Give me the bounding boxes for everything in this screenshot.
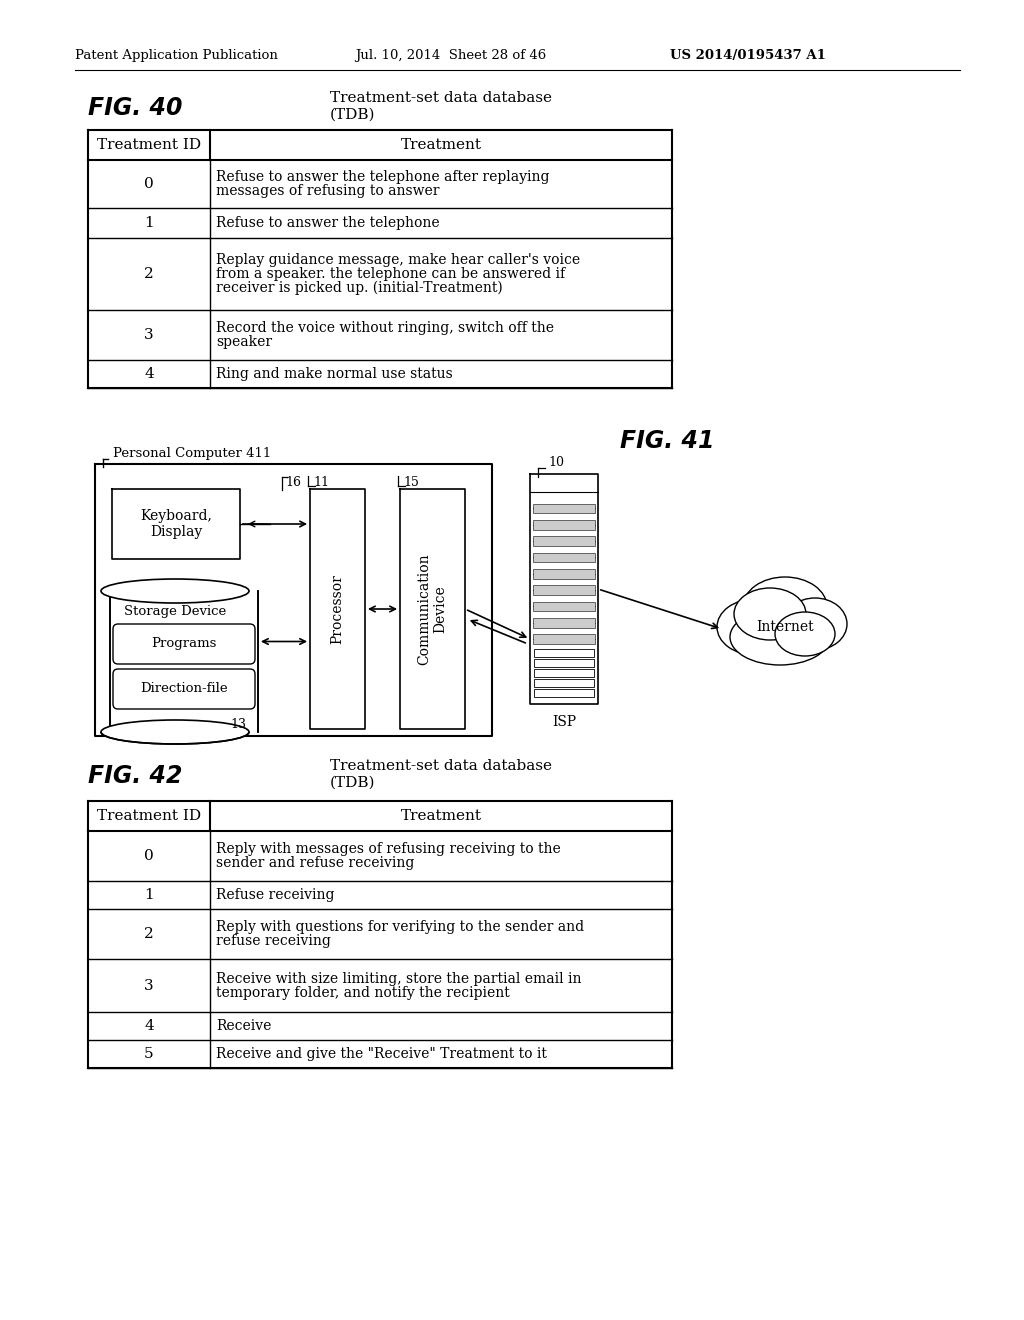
Text: Storage Device: Storage Device <box>124 605 226 618</box>
Ellipse shape <box>743 577 827 638</box>
Text: Treatment ID: Treatment ID <box>97 809 201 822</box>
Text: 0: 0 <box>144 177 154 191</box>
Text: Refuse to answer the telephone: Refuse to answer the telephone <box>216 216 439 230</box>
Text: 13: 13 <box>230 718 246 730</box>
Text: refuse receiving: refuse receiving <box>216 935 331 948</box>
Text: messages of refusing to answer: messages of refusing to answer <box>216 183 439 198</box>
Text: 4: 4 <box>144 1019 154 1034</box>
Bar <box>534 669 594 677</box>
Ellipse shape <box>717 599 793 655</box>
Text: Internet: Internet <box>756 620 814 634</box>
Text: Treatment: Treatment <box>400 139 481 152</box>
Text: 11: 11 <box>313 475 329 488</box>
Text: Keyboard,
Display: Keyboard, Display <box>140 510 212 539</box>
Text: 16: 16 <box>285 475 301 488</box>
Text: Receive: Receive <box>216 1019 271 1034</box>
Bar <box>534 553 595 562</box>
Text: 4: 4 <box>144 367 154 381</box>
Text: 0: 0 <box>144 849 154 863</box>
Text: Refuse receiving: Refuse receiving <box>216 888 335 902</box>
Bar <box>534 634 595 644</box>
Text: ISP: ISP <box>552 715 577 729</box>
Text: US 2014/0195437 A1: US 2014/0195437 A1 <box>670 49 826 62</box>
Ellipse shape <box>783 598 847 649</box>
Text: Reply with questions for verifying to the sender and: Reply with questions for verifying to th… <box>216 920 584 935</box>
Bar <box>534 503 595 513</box>
Text: Jul. 10, 2014  Sheet 28 of 46: Jul. 10, 2014 Sheet 28 of 46 <box>355 49 546 62</box>
Text: FIG. 42: FIG. 42 <box>88 764 182 788</box>
Ellipse shape <box>734 587 806 640</box>
Text: Personal Computer 411: Personal Computer 411 <box>113 447 271 461</box>
Text: receiver is picked up. (initial-Treatment): receiver is picked up. (initial-Treatmen… <box>216 281 503 296</box>
Text: 10: 10 <box>548 455 564 469</box>
Text: 1: 1 <box>144 216 154 230</box>
Text: (TDB): (TDB) <box>330 776 376 789</box>
Text: 5: 5 <box>144 1047 154 1061</box>
Text: speaker: speaker <box>216 335 272 348</box>
Text: Record the voice without ringing, switch off the: Record the voice without ringing, switch… <box>216 321 554 335</box>
Text: Treatment-set data database: Treatment-set data database <box>330 759 552 774</box>
Text: Treatment: Treatment <box>400 809 481 822</box>
FancyBboxPatch shape <box>113 669 255 709</box>
Bar <box>534 649 594 657</box>
Bar <box>534 618 595 628</box>
Ellipse shape <box>775 612 835 656</box>
Text: 3: 3 <box>144 327 154 342</box>
FancyBboxPatch shape <box>113 624 255 664</box>
Bar <box>534 585 595 595</box>
Text: sender and refuse receiving: sender and refuse receiving <box>216 855 415 870</box>
Text: FIG. 41: FIG. 41 <box>620 429 715 453</box>
Text: Treatment-set data database: Treatment-set data database <box>330 91 552 106</box>
Bar <box>534 569 595 578</box>
Bar <box>534 689 594 697</box>
Text: Receive and give the "Receive" Treatment to it: Receive and give the "Receive" Treatment… <box>216 1047 547 1061</box>
Bar <box>534 659 594 667</box>
Text: 2: 2 <box>144 927 154 941</box>
Text: 1: 1 <box>144 888 154 902</box>
Bar <box>534 520 595 529</box>
Text: 15: 15 <box>403 475 419 488</box>
Text: Reply with messages of refusing receiving to the: Reply with messages of refusing receivin… <box>216 842 561 855</box>
Text: Processor: Processor <box>331 574 344 644</box>
Text: (TDB): (TDB) <box>330 108 376 121</box>
Text: 2: 2 <box>144 267 154 281</box>
Text: Programs: Programs <box>152 638 217 651</box>
Text: Communication
Device: Communication Device <box>418 553 447 665</box>
Text: Receive with size limiting, store the partial email in: Receive with size limiting, store the pa… <box>216 972 582 986</box>
Text: Replay guidance message, make hear caller's voice: Replay guidance message, make hear calle… <box>216 253 581 267</box>
Text: Treatment ID: Treatment ID <box>97 139 201 152</box>
Text: Direction-file: Direction-file <box>140 682 227 696</box>
Text: from a speaker. the telephone can be answered if: from a speaker. the telephone can be ans… <box>216 267 565 281</box>
Bar <box>534 536 595 546</box>
Bar <box>534 602 595 611</box>
Text: 3: 3 <box>144 978 154 993</box>
Bar <box>534 678 594 686</box>
Ellipse shape <box>101 579 249 603</box>
Ellipse shape <box>101 719 249 744</box>
Text: Ring and make normal use status: Ring and make normal use status <box>216 367 453 381</box>
Text: temporary folder, and notify the recipient: temporary folder, and notify the recipie… <box>216 986 510 999</box>
Text: Refuse to answer the telephone after replaying: Refuse to answer the telephone after rep… <box>216 170 550 183</box>
Text: FIG. 40: FIG. 40 <box>88 96 182 120</box>
Text: Patent Application Publication: Patent Application Publication <box>75 49 278 62</box>
Ellipse shape <box>730 609 830 665</box>
